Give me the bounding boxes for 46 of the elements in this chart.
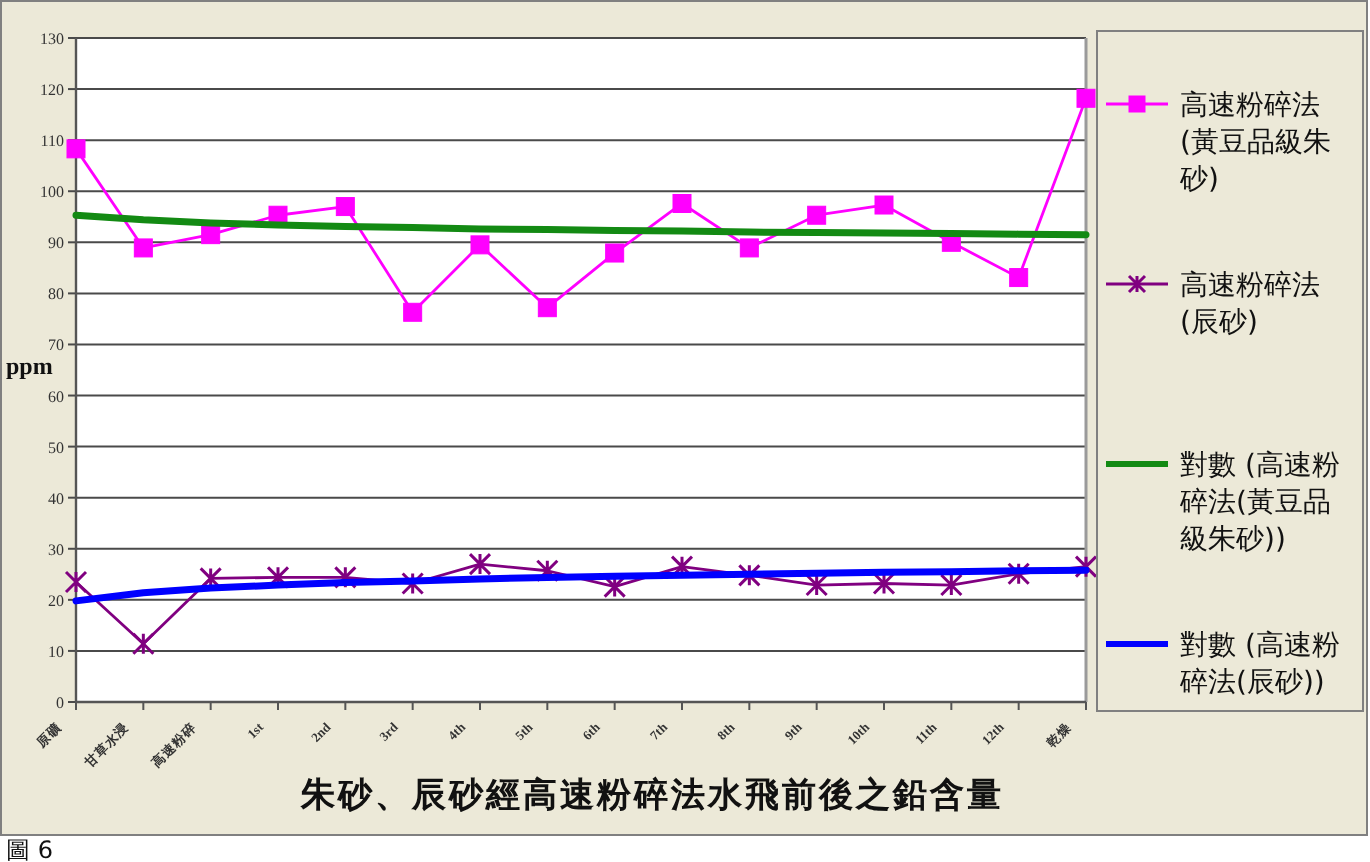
y-tick-label: 0 bbox=[56, 694, 64, 712]
point bbox=[401, 572, 425, 595]
legend-label: 高速粉碎法(辰砂) bbox=[1180, 270, 1320, 339]
y-tick-label: 20 bbox=[48, 591, 64, 610]
y-tick-label: 70 bbox=[48, 336, 64, 355]
y-tick-label: 100 bbox=[40, 183, 64, 202]
y-tick-label: 10 bbox=[48, 642, 64, 661]
caption: 圖 6 bbox=[6, 836, 53, 862]
point bbox=[939, 573, 963, 597]
legend-label: 對數 (高速粉碎法(辰砂)) bbox=[1178, 630, 1340, 699]
legend-label: 高速粉碎法(黃豆品級朱砂) bbox=[1178, 90, 1331, 196]
y-tick-label: 90 bbox=[48, 234, 64, 253]
point bbox=[605, 243, 625, 263]
point bbox=[1074, 555, 1098, 579]
point bbox=[131, 632, 155, 656]
y-tick-label: 120 bbox=[40, 81, 64, 100]
text: 朱砂、辰砂經高速粉碎法水飛前後之鉛含量 bbox=[298, 776, 1004, 816]
y-tick-label: 130 bbox=[40, 30, 64, 48]
point bbox=[537, 298, 557, 318]
point bbox=[133, 238, 153, 258]
point bbox=[66, 139, 86, 159]
point bbox=[468, 552, 492, 576]
point bbox=[872, 572, 896, 595]
point bbox=[64, 570, 88, 594]
point bbox=[805, 573, 829, 597]
y-tick-label: 40 bbox=[48, 489, 64, 508]
point bbox=[672, 193, 692, 213]
y-axis-title: ppm bbox=[6, 352, 53, 380]
point bbox=[1007, 562, 1031, 586]
y-tick-label: 50 bbox=[48, 438, 64, 457]
y-tick-label: 80 bbox=[48, 285, 64, 304]
legend-label: 對數 (高速粉碎法(黃豆品級朱砂)) bbox=[1178, 450, 1340, 556]
y-tick-label: 110 bbox=[40, 132, 64, 151]
point bbox=[470, 235, 490, 255]
point bbox=[335, 197, 355, 217]
point bbox=[403, 302, 423, 322]
point bbox=[1009, 268, 1029, 288]
point bbox=[739, 238, 759, 258]
point bbox=[737, 563, 761, 587]
point bbox=[1076, 88, 1096, 108]
point bbox=[333, 565, 357, 589]
point bbox=[807, 205, 827, 225]
point bbox=[201, 225, 221, 245]
y-tick-label: 30 bbox=[48, 540, 64, 559]
y-tick-label: 60 bbox=[48, 387, 64, 406]
point bbox=[874, 195, 894, 215]
